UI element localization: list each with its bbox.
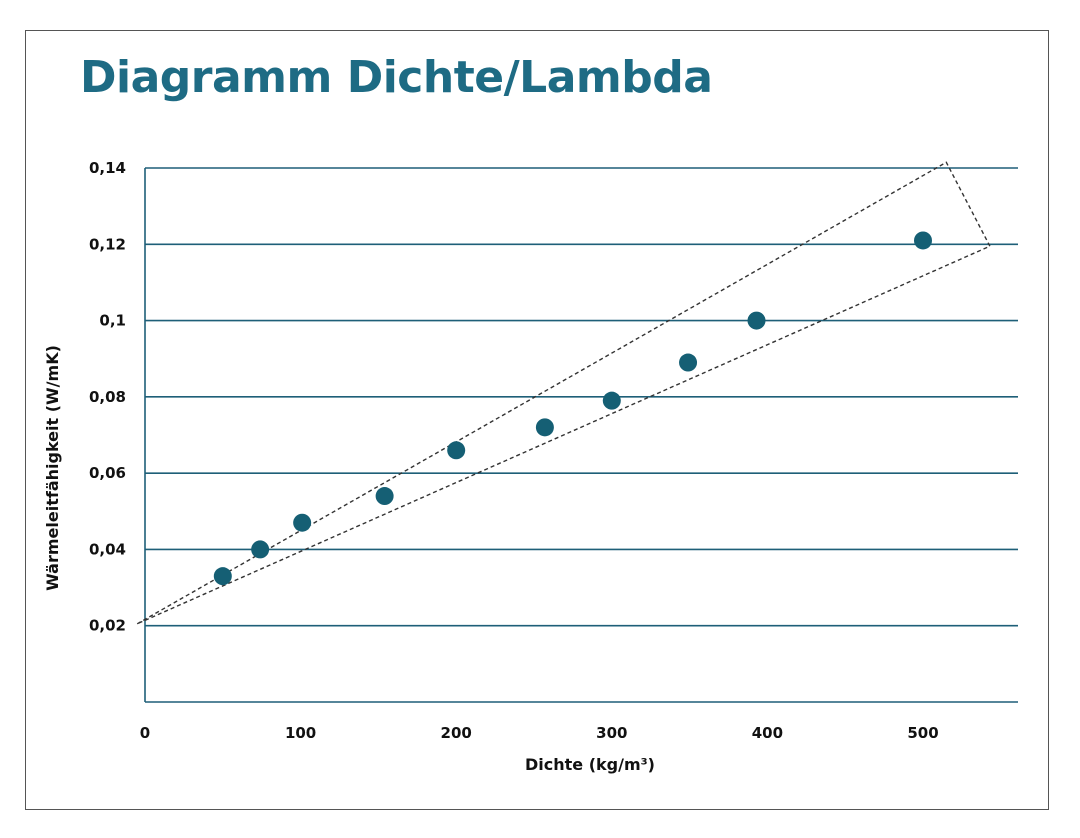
x-tick-label: 400 bbox=[752, 724, 783, 742]
x-tick-label: 100 bbox=[285, 724, 316, 742]
data-point bbox=[375, 487, 394, 506]
data-point bbox=[251, 540, 270, 559]
data-point bbox=[679, 353, 698, 372]
data-point bbox=[602, 391, 621, 410]
data-point bbox=[914, 231, 932, 250]
y-tick-label: 0,06 bbox=[89, 464, 126, 482]
x-tick-labels: 0 100 200 300 400 500 bbox=[140, 724, 939, 742]
y-axis-label: Wärmeleitfähigkeit (W/mK) bbox=[43, 345, 62, 591]
data-point bbox=[293, 513, 312, 532]
data-point bbox=[447, 441, 466, 460]
y-tick-label: 0,02 bbox=[89, 617, 126, 635]
x-axis-label: Dichte (kg/m³) bbox=[525, 755, 655, 774]
x-tick-label: 300 bbox=[596, 724, 627, 742]
data-point bbox=[535, 418, 554, 437]
envelope-polygon bbox=[136, 161, 991, 625]
envelope bbox=[136, 161, 991, 625]
y-tick-label: 0,04 bbox=[89, 540, 126, 558]
x-tick-label: 500 bbox=[907, 724, 938, 742]
axes bbox=[144, 168, 1018, 703]
y-tick-label: 0,1 bbox=[99, 312, 126, 330]
data-point bbox=[747, 311, 766, 330]
y-tick-labels: 0,02 0,04 0,06 0,08 0,1 0,12 0,14 bbox=[89, 159, 126, 635]
y-tick-label: 0,14 bbox=[89, 159, 126, 177]
chart-frame bbox=[25, 30, 1049, 810]
data-points bbox=[213, 231, 932, 586]
y-tick-label: 0,12 bbox=[89, 235, 126, 253]
data-point bbox=[213, 567, 232, 586]
x-tick-label: 200 bbox=[441, 724, 472, 742]
x-tick-label: 0 bbox=[140, 724, 150, 742]
chart-title: Diagramm Dichte/Lambda bbox=[80, 52, 713, 103]
gridlines bbox=[145, 167, 1018, 627]
y-tick-label: 0,08 bbox=[89, 388, 126, 406]
